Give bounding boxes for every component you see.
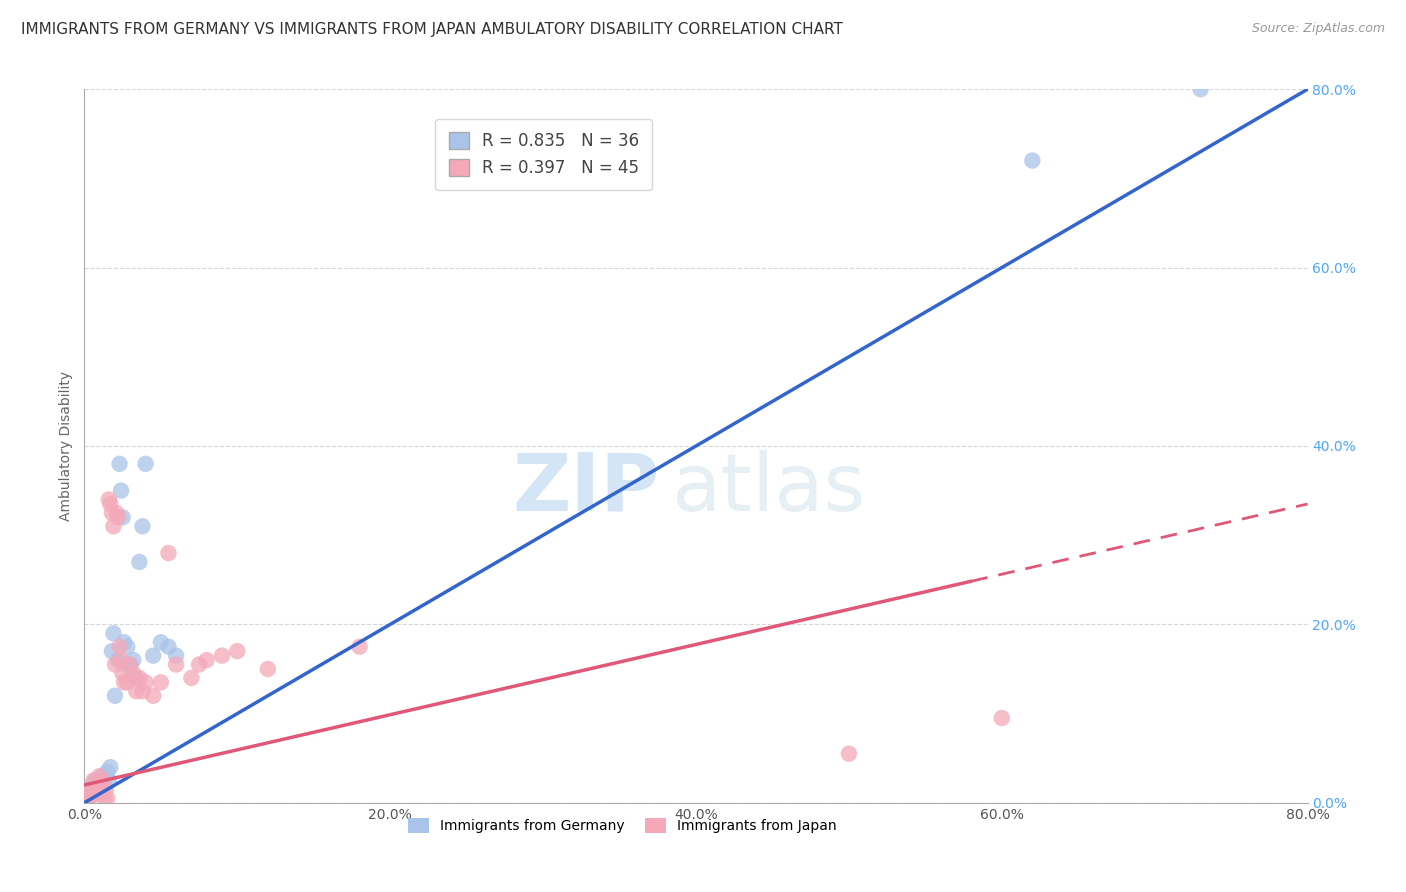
- Point: [87, 782, 110, 797]
- Point: [108, 640, 131, 654]
- Point: [112, 675, 135, 690]
- Point: [83, 773, 105, 788]
- Point: [91, 769, 114, 783]
- Point: [122, 666, 145, 681]
- Point: [80, 782, 103, 797]
- Point: [111, 510, 134, 524]
- Point: [128, 555, 150, 569]
- Point: [120, 657, 142, 672]
- Point: [128, 671, 150, 685]
- Point: [122, 653, 145, 667]
- Point: [226, 644, 249, 658]
- Point: [157, 546, 180, 560]
- Point: [89, 782, 111, 797]
- Point: [107, 510, 129, 524]
- Point: [165, 648, 187, 663]
- Point: [115, 675, 138, 690]
- Point: [110, 653, 132, 667]
- Point: [84, 787, 107, 801]
- Text: IMMIGRANTS FROM GERMANY VS IMMIGRANTS FROM JAPAN AMBULATORY DISABILITY CORRELATI: IMMIGRANTS FROM GERMANY VS IMMIGRANTS FR…: [21, 22, 844, 37]
- Point: [1021, 153, 1043, 168]
- Point: [86, 778, 108, 792]
- Point: [90, 787, 112, 801]
- Point: [142, 689, 165, 703]
- Point: [211, 648, 233, 663]
- Point: [195, 653, 218, 667]
- Point: [89, 769, 111, 783]
- Point: [157, 640, 180, 654]
- Point: [103, 626, 125, 640]
- Point: [90, 773, 112, 788]
- Point: [125, 671, 148, 685]
- Point: [180, 671, 202, 685]
- Point: [112, 635, 135, 649]
- Point: [991, 711, 1014, 725]
- Point: [111, 666, 134, 681]
- Point: [115, 640, 138, 654]
- Legend: Immigrants from Germany, Immigrants from Japan: Immigrants from Germany, Immigrants from…: [402, 813, 842, 838]
- Point: [98, 760, 121, 774]
- Point: [257, 662, 280, 676]
- Point: [125, 684, 148, 698]
- Point: [98, 497, 121, 511]
- Point: [80, 778, 103, 792]
- Point: [349, 640, 371, 654]
- Point: [165, 657, 187, 672]
- Point: [97, 773, 120, 788]
- Point: [110, 483, 132, 498]
- Point: [149, 635, 172, 649]
- Point: [84, 773, 107, 788]
- Point: [91, 773, 114, 788]
- Point: [135, 457, 157, 471]
- Point: [93, 791, 115, 805]
- Point: [94, 782, 117, 797]
- Point: [77, 791, 100, 805]
- Point: [107, 653, 129, 667]
- Point: [838, 747, 860, 761]
- Point: [108, 457, 131, 471]
- Point: [104, 657, 127, 672]
- Text: atlas: atlas: [672, 450, 866, 528]
- Text: ZIP: ZIP: [512, 450, 659, 528]
- Point: [97, 492, 120, 507]
- Point: [96, 764, 118, 779]
- Point: [120, 657, 142, 672]
- Point: [79, 787, 101, 801]
- Point: [103, 519, 125, 533]
- Point: [131, 684, 153, 698]
- Point: [131, 519, 153, 533]
- Point: [1189, 82, 1212, 96]
- Point: [76, 791, 98, 805]
- Point: [87, 778, 110, 792]
- Y-axis label: Ambulatory Disability: Ambulatory Disability: [59, 371, 73, 521]
- Point: [104, 689, 127, 703]
- Point: [86, 787, 108, 801]
- Point: [149, 675, 172, 690]
- Point: [101, 506, 124, 520]
- Point: [114, 657, 136, 672]
- Point: [105, 506, 128, 520]
- Point: [79, 789, 101, 803]
- Point: [83, 782, 105, 797]
- Point: [77, 787, 100, 801]
- Point: [93, 778, 115, 792]
- Point: [188, 657, 211, 672]
- Point: [101, 644, 124, 658]
- Point: [96, 791, 118, 805]
- Point: [142, 648, 165, 663]
- Point: [135, 675, 157, 690]
- Text: Source: ZipAtlas.com: Source: ZipAtlas.com: [1251, 22, 1385, 36]
